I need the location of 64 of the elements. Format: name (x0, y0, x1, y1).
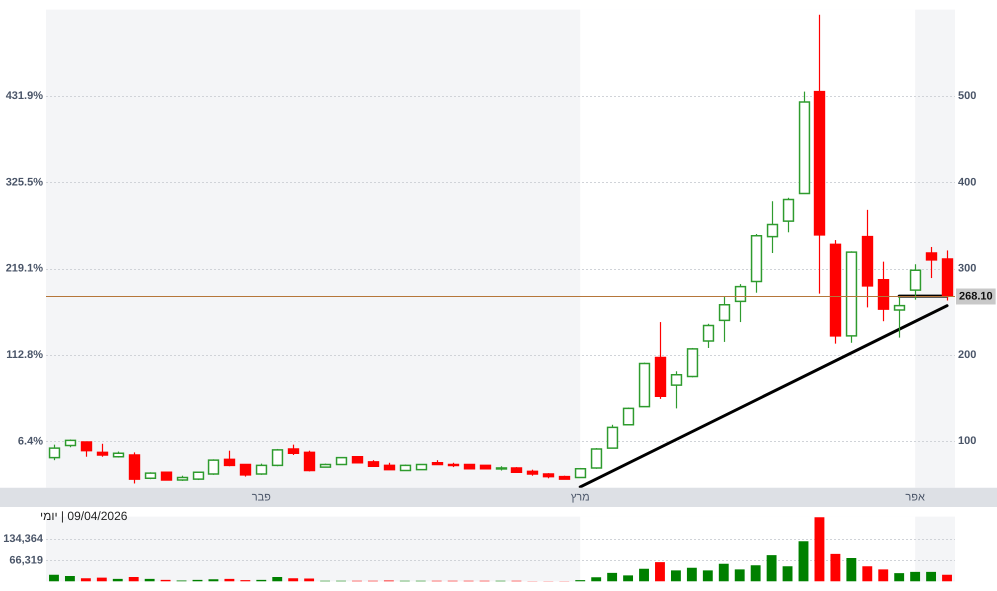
x-tick-label: אפר (905, 491, 925, 504)
candlestick (48, 444, 60, 461)
bar (750, 565, 761, 582)
candlestick (734, 283, 746, 323)
candlestick (304, 450, 316, 472)
candlestick (80, 441, 92, 458)
y2-tick-label: 219.1% (6, 262, 44, 275)
bar (702, 570, 713, 582)
bar (96, 578, 107, 582)
candlestick (718, 296, 730, 343)
bar (655, 562, 665, 582)
x-tick-label: פבר (252, 491, 272, 504)
bar (766, 555, 777, 582)
candlestick (96, 443, 108, 458)
bar (798, 541, 808, 582)
y2-tick-label: 431.9% (6, 90, 44, 102)
candlestick (670, 370, 682, 409)
bar (623, 575, 634, 582)
bar (910, 572, 920, 582)
y2-tick-label: 6.4% (18, 435, 44, 448)
bar (894, 573, 904, 582)
x-tick-label: מרץ (570, 491, 590, 504)
bar (830, 554, 840, 582)
bar (670, 570, 681, 582)
candlestick (256, 463, 268, 476)
candlestick (782, 197, 794, 233)
bar (718, 564, 729, 582)
bar (686, 568, 697, 582)
y-tick-label: 200 (958, 348, 976, 361)
candlestick (208, 458, 220, 476)
bar (814, 517, 824, 582)
bar (862, 566, 872, 582)
candlestick (606, 424, 618, 449)
y-tick-label: 300 (958, 262, 976, 275)
candlestick (926, 246, 938, 279)
bar (80, 578, 91, 582)
y2-tick-label: 112.8% (6, 348, 44, 361)
y-tick-label: 500 (958, 90, 976, 102)
y-tick-label: 100 (958, 435, 976, 448)
candlestick (590, 447, 602, 470)
bar (942, 574, 952, 582)
candlestick (702, 323, 714, 349)
bar (926, 572, 936, 582)
candlestick (240, 464, 252, 478)
bar (288, 578, 298, 582)
bar (782, 566, 792, 582)
candlestick (622, 406, 634, 426)
bar (846, 558, 856, 582)
ref-line-label: 268.10 (959, 290, 993, 303)
bar (607, 572, 618, 582)
bar (734, 569, 745, 582)
candlestick (224, 450, 236, 467)
bar (639, 568, 649, 582)
candlestick (288, 444, 300, 456)
y2-tick-label: 325.5% (6, 176, 44, 188)
y-tick-label: 400 (958, 176, 976, 188)
y-tick-label: 66,319 (9, 554, 43, 566)
candlestick (766, 200, 778, 254)
bar (64, 576, 75, 582)
candlestick (894, 296, 906, 338)
bar (878, 569, 888, 582)
y-tick-label: 134,364 (3, 532, 44, 545)
annotation: 09/04/2026 | יומי (40, 509, 128, 523)
bar (49, 574, 59, 582)
